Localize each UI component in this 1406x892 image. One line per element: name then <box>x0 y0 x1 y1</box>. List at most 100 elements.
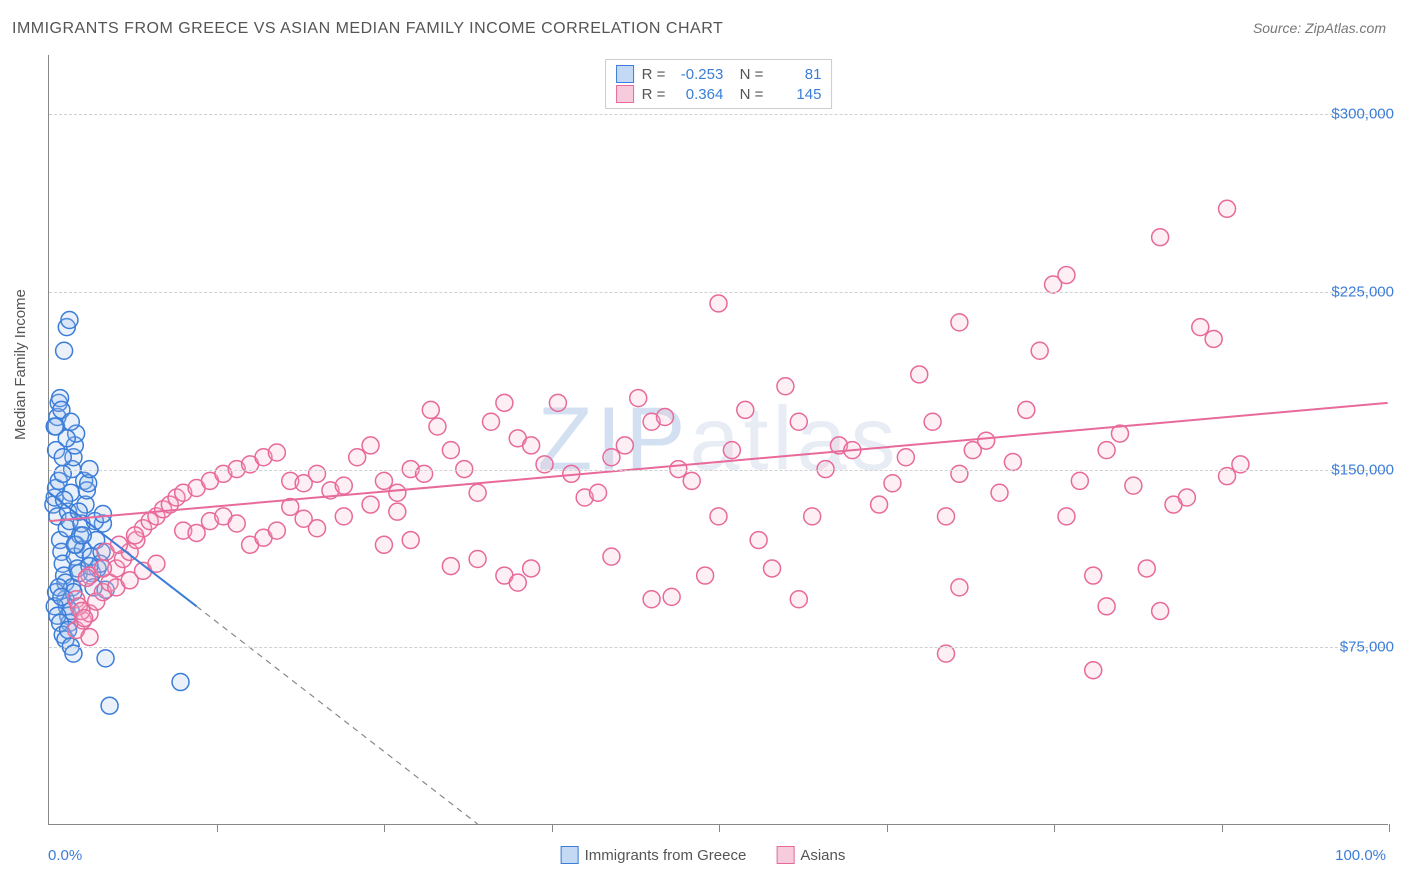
n-label: N = <box>731 66 763 83</box>
legend-swatch-greece <box>561 846 579 864</box>
data-point-asians <box>76 610 93 627</box>
legend-label-greece: Immigrants from Greece <box>585 847 747 864</box>
data-point-asians <box>790 413 807 430</box>
data-point-asians <box>268 522 285 539</box>
data-point-asians <box>603 449 620 466</box>
r-label: R = <box>642 66 666 83</box>
y-tick-label: $150,000 <box>1331 461 1394 478</box>
data-point-asians <box>951 314 968 331</box>
data-point-asians <box>469 551 486 568</box>
x-tick <box>1054 824 1055 832</box>
data-point-asians <box>375 472 392 489</box>
data-point-asians <box>710 508 727 525</box>
n-value-asians: 145 <box>771 86 821 103</box>
x-tick <box>887 824 888 832</box>
legend-item-greece: Immigrants from Greece <box>561 846 747 864</box>
data-point-asians <box>1085 662 1102 679</box>
chart-title: IMMIGRANTS FROM GREECE VS ASIAN MEDIAN F… <box>12 20 723 38</box>
data-point-asians <box>469 484 486 501</box>
data-point-asians <box>938 508 955 525</box>
data-point-asians <box>884 475 901 492</box>
data-point-asians <box>991 484 1008 501</box>
data-point-asians <box>978 432 995 449</box>
data-point-asians <box>309 465 326 482</box>
data-point-asians <box>416 465 433 482</box>
data-point-asians <box>1085 567 1102 584</box>
chart-plot-area: ZIPatlas R = -0.253 N = 81 R = 0.364 N =… <box>48 55 1388 825</box>
data-point-asians <box>429 418 446 435</box>
data-point-asians <box>924 413 941 430</box>
data-point-asians <box>643 591 660 608</box>
data-point-asians <box>1152 603 1169 620</box>
data-point-asians <box>777 378 794 395</box>
data-point-greece <box>54 449 71 466</box>
data-point-asians <box>737 401 754 418</box>
data-point-asians <box>951 465 968 482</box>
x-tick <box>1222 824 1223 832</box>
data-point-asians <box>764 560 781 577</box>
data-point-asians <box>1004 453 1021 470</box>
data-point-asians <box>590 484 607 501</box>
correlation-stats-box: R = -0.253 N = 81 R = 0.364 N = 145 <box>605 59 833 109</box>
bottom-legend: Immigrants from Greece Asians <box>561 846 846 864</box>
r-value-asians: 0.364 <box>673 86 723 103</box>
data-point-asians <box>710 295 727 312</box>
data-point-asians <box>402 532 419 549</box>
data-point-asians <box>335 508 352 525</box>
data-point-asians <box>1058 508 1075 525</box>
gridline-h <box>49 114 1388 115</box>
data-point-asians <box>723 442 740 459</box>
data-point-asians <box>1152 229 1169 246</box>
data-point-asians <box>1125 477 1142 494</box>
data-point-asians <box>309 520 326 537</box>
data-point-asians <box>616 437 633 454</box>
data-point-asians <box>422 401 439 418</box>
trendline-ext-greece <box>197 606 478 824</box>
data-point-greece <box>101 697 118 714</box>
x-axis-max-label: 100.0% <box>1335 847 1386 864</box>
x-tick <box>384 824 385 832</box>
x-tick <box>719 824 720 832</box>
data-point-asians <box>683 472 700 489</box>
y-tick-label: $300,000 <box>1331 106 1394 123</box>
data-point-asians <box>268 444 285 461</box>
legend-swatch-asians <box>776 846 794 864</box>
n-value-greece: 81 <box>771 66 821 83</box>
data-point-asians <box>656 409 673 426</box>
data-point-asians <box>1031 342 1048 359</box>
scatter-svg <box>49 55 1388 824</box>
source-label: Source: ZipAtlas.com <box>1253 20 1386 36</box>
data-point-asians <box>228 515 245 532</box>
x-axis-min-label: 0.0% <box>48 847 82 864</box>
data-point-asians <box>335 477 352 494</box>
data-point-asians <box>349 449 366 466</box>
data-point-asians <box>442 558 459 575</box>
data-point-asians <box>911 366 928 383</box>
r-label: R = <box>642 86 666 103</box>
data-point-asians <box>750 532 767 549</box>
stats-row-asians: R = 0.364 N = 145 <box>616 84 822 104</box>
data-point-asians <box>78 569 95 586</box>
data-point-asians <box>81 629 98 646</box>
data-point-asians <box>127 527 144 544</box>
data-point-asians <box>871 496 888 513</box>
data-point-greece <box>62 413 79 430</box>
chart-container: IMMIGRANTS FROM GREECE VS ASIAN MEDIAN F… <box>0 0 1406 892</box>
data-point-asians <box>951 579 968 596</box>
data-point-asians <box>188 524 205 541</box>
data-point-asians <box>362 437 379 454</box>
data-point-asians <box>1138 560 1155 577</box>
data-point-greece <box>56 342 73 359</box>
data-point-asians <box>523 560 540 577</box>
data-point-asians <box>1219 200 1236 217</box>
n-label: N = <box>731 86 763 103</box>
data-point-asians <box>790 591 807 608</box>
data-point-greece <box>54 465 71 482</box>
x-tick <box>217 824 218 832</box>
data-point-asians <box>389 484 406 501</box>
gridline-h <box>49 292 1388 293</box>
data-point-asians <box>442 442 459 459</box>
data-point-asians <box>483 413 500 430</box>
data-point-asians <box>389 503 406 520</box>
legend-label-asians: Asians <box>800 847 845 864</box>
